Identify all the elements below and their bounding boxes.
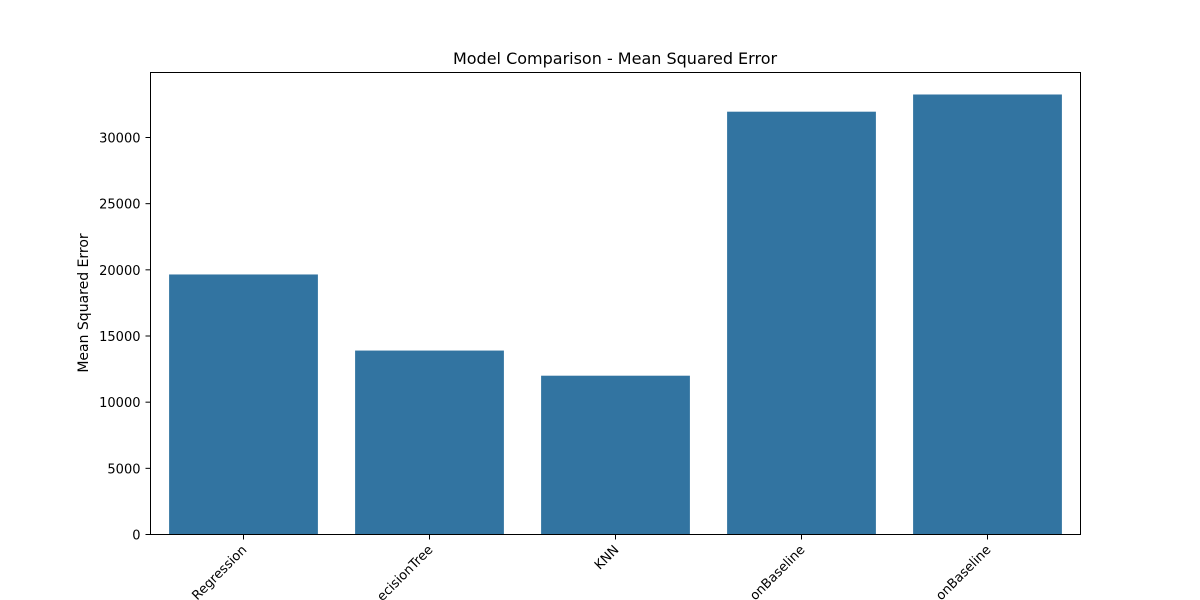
y-axis-label: Mean Squared Error — [76, 233, 92, 373]
y-tick-label: 0 — [132, 529, 140, 544]
chart-title: Model Comparison - Mean Squared Error — [453, 49, 778, 68]
plot-frame — [150, 72, 1081, 535]
y-tick-label: 10000 — [99, 396, 140, 411]
bar — [727, 111, 876, 535]
y-tick-label: 30000 — [99, 132, 140, 147]
y-tick-label: 5000 — [107, 462, 140, 477]
y-tick-label: 25000 — [99, 198, 140, 213]
bar — [169, 274, 318, 535]
x-tick-label: onBaseline — [933, 543, 994, 600]
x-axis: Regression ecisionTree KNN onBaseline onBase… — [189, 534, 994, 600]
bar — [541, 375, 690, 535]
bar — [913, 94, 1062, 535]
x-tick-label: ecisionTree — [375, 543, 437, 600]
bar — [355, 350, 504, 535]
y-axis: 0 5000 10000 15000 20000 25000 30000 — [99, 132, 151, 544]
bars-group — [169, 94, 1062, 535]
x-tick-label: Regression — [189, 543, 250, 600]
y-tick-label: 20000 — [99, 264, 140, 279]
y-tick-label: 15000 — [99, 330, 140, 345]
x-tick-label: onBaseline — [747, 543, 808, 600]
x-tick-label: KNN — [592, 543, 622, 573]
